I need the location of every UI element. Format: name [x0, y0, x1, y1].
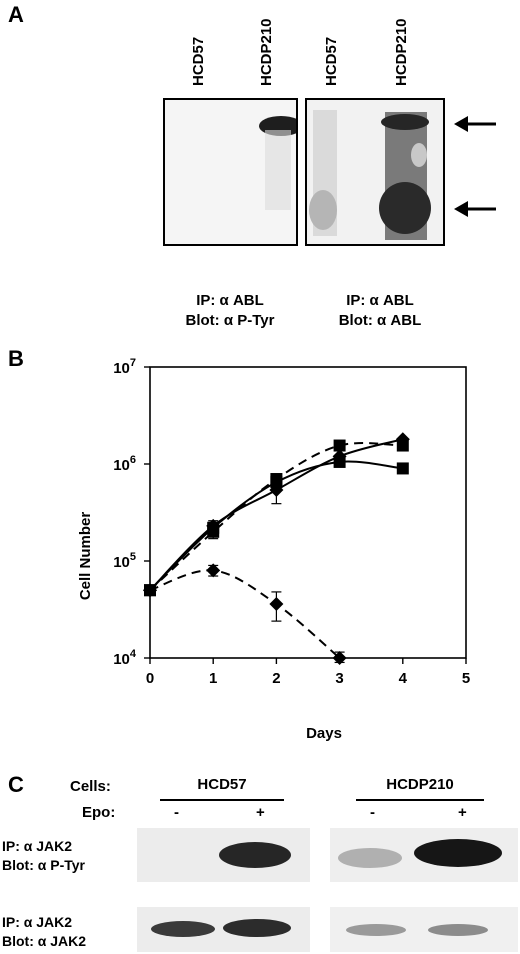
- caption-ip: IP: α ABL: [346, 292, 414, 309]
- x-tick-label: 4: [399, 670, 408, 687]
- blot-strip-hcdp210-ptyr: [330, 828, 518, 882]
- diamond-marker: [206, 563, 221, 578]
- caption-left: IP: α ABL Blot: α P-Tyr: [160, 291, 300, 331]
- x-tick-label: 0: [146, 670, 154, 687]
- diamond-marker: [269, 482, 284, 497]
- y-tick-label: 105: [113, 551, 136, 571]
- group-underline: [160, 799, 284, 801]
- square-marker: [396, 462, 409, 475]
- blot-strip-hcd57-jak2: [137, 907, 310, 952]
- row-blot: Blot: α P-Tyr: [2, 857, 86, 873]
- blot-image: [307, 100, 443, 244]
- square-marker: [396, 439, 409, 452]
- square-marker: [270, 473, 283, 486]
- x-tick-label: 2: [272, 670, 280, 687]
- caption-blot: Blot: α P-Tyr: [185, 312, 275, 329]
- epo-minus: -: [370, 804, 375, 821]
- epo-label: Epo:: [82, 804, 116, 821]
- panel-c-letter: C: [8, 772, 24, 797]
- epo-plus: +: [256, 804, 265, 821]
- x-tick-label: 5: [462, 670, 470, 687]
- group-underline: [356, 799, 484, 801]
- cells-label: Cells:: [70, 778, 111, 795]
- blot-strip-hcdp210-jak2: [330, 907, 518, 952]
- western-blot-abl-abl: [305, 98, 445, 246]
- y-tick-label: 107: [113, 357, 136, 377]
- caption-blot: Blot: α ABL: [338, 312, 422, 329]
- plot-frame: [149, 366, 467, 659]
- y-tick-label: 106: [113, 454, 136, 474]
- blot-image: [330, 828, 518, 882]
- y-axis-label: Cell Number: [77, 512, 94, 601]
- blot-image: [330, 907, 518, 952]
- epo-minus: -: [174, 804, 179, 821]
- x-axis-label: Days: [306, 725, 342, 742]
- blot-strip-hcd57-ptyr: [137, 828, 310, 882]
- x-tick-label: 1: [209, 670, 217, 687]
- row-label-jak2-jak2: IP: α JAK2 Blot: α JAK2: [2, 913, 86, 951]
- growth-chart: 0 1 2 3 4 5 104 105 106 107 Cell Number Days: [77, 357, 470, 742]
- lane-label: HCDP210: [258, 18, 275, 86]
- row-ip: IP: α JAK2: [2, 914, 73, 930]
- blot-image: [137, 828, 310, 882]
- group-label-hcdp210: HCDP210: [386, 776, 454, 793]
- square-marker: [333, 439, 346, 452]
- lane-label: HCDP210: [393, 18, 410, 86]
- row-label-jak2-ptyr: IP: α JAK2 Blot: α P-Tyr: [2, 837, 85, 875]
- arrow-icon: [454, 116, 496, 132]
- blot-image: [165, 100, 296, 244]
- square-marker: [207, 525, 220, 538]
- epo-plus: +: [458, 804, 467, 821]
- arrow-icon: [454, 201, 496, 217]
- panel-a-letter: A: [8, 2, 24, 27]
- blot-image: [137, 907, 310, 952]
- x-tick-label: 3: [335, 670, 343, 687]
- group-label-hcd57: HCD57: [197, 776, 247, 793]
- diamond-marker: [332, 651, 347, 665]
- western-blot-abl-ptyr: [163, 98, 298, 246]
- y-tick-label: 104: [113, 648, 137, 668]
- diamond-marker: [269, 597, 284, 612]
- lane-label: HCD57: [323, 36, 340, 86]
- panel-b-letter: B: [8, 346, 24, 371]
- series-line: [149, 442, 403, 591]
- caption-ip: IP: α ABL: [196, 292, 264, 309]
- row-ip: IP: α JAK2: [2, 838, 73, 854]
- diamond-marker: [143, 583, 157, 598]
- lane-label: HCD57: [190, 36, 207, 86]
- caption-right: IP: α ABL Blot: α ABL: [310, 291, 450, 331]
- diamond-marker: [332, 449, 347, 464]
- series-line: [149, 569, 341, 659]
- row-blot: Blot: α JAK2: [2, 933, 87, 949]
